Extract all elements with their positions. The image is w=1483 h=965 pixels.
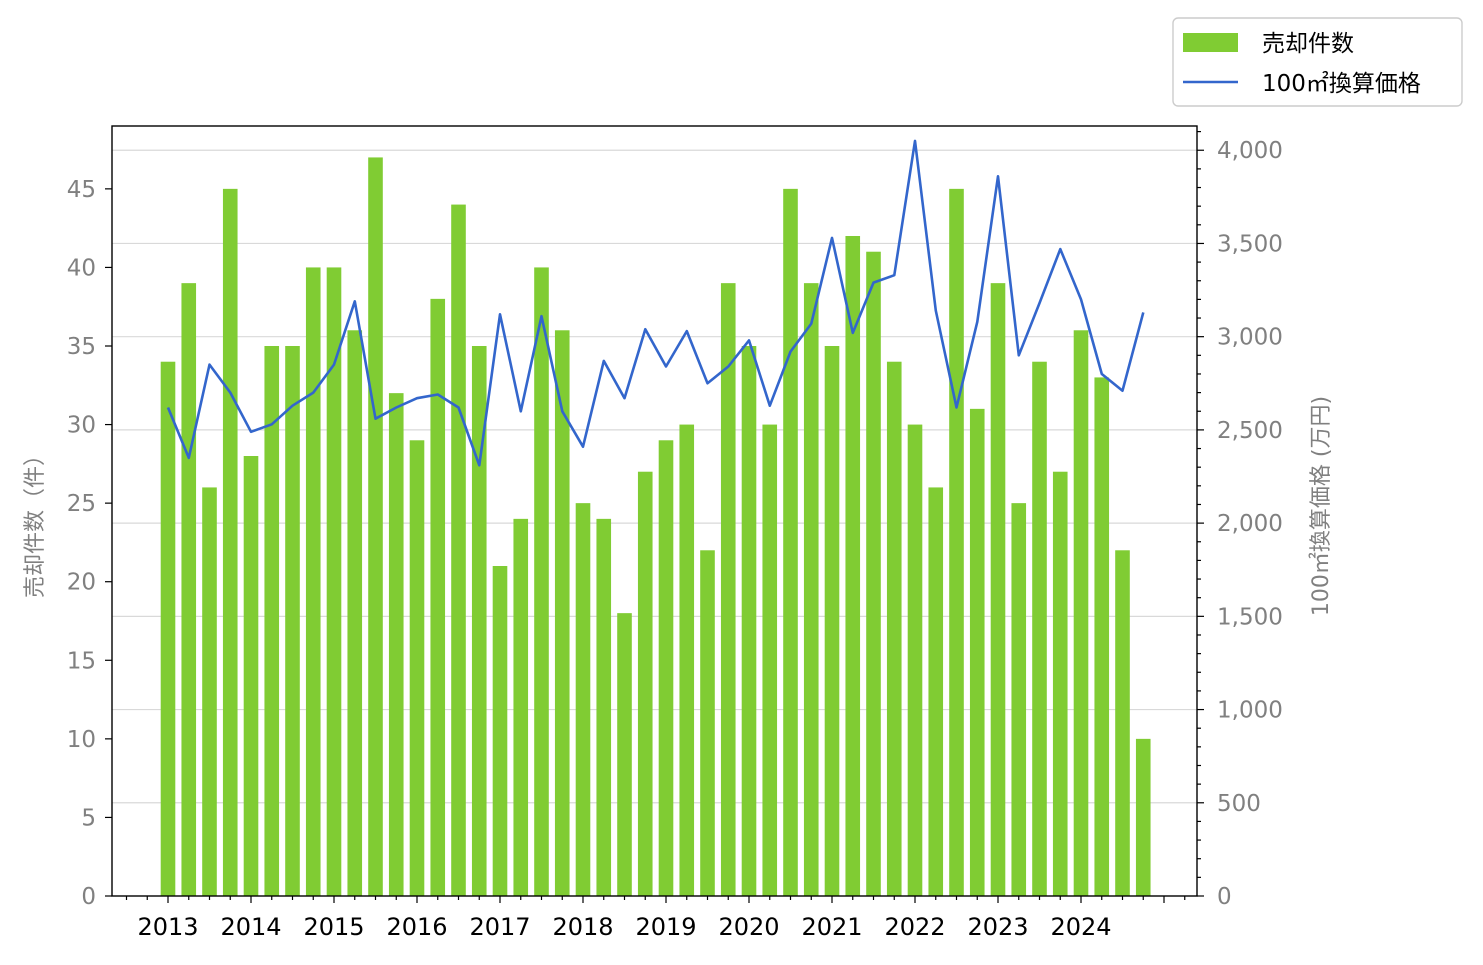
plot-frame [111, 125, 1198, 897]
left-axis-label: 売却件数（件） [23, 444, 48, 598]
bar-2018Q3 [617, 613, 632, 896]
bar-2022Q2 [928, 487, 944, 896]
x-tick-label: 2018 [552, 913, 613, 941]
legend: 売却件数 100㎡換算価格 [1172, 17, 1463, 107]
bar-2020Q4 [803, 283, 819, 897]
left-tick-label: 30 [67, 413, 96, 439]
left-tick-label: 25 [67, 491, 96, 517]
bar-2014Q3 [285, 346, 300, 896]
x-tick-label: 2017 [469, 913, 530, 941]
left-tick-label: 35 [67, 334, 96, 360]
x-tick-label: 2014 [220, 913, 281, 941]
right-tick-label: 2,000 [1217, 511, 1283, 537]
x-tick-label: 2015 [303, 913, 364, 941]
x-axis: 2013 2014 2015 2016 2017 2018 2019 2020 2021 2022… [125, 896, 1186, 941]
x-tick-label: 2019 [635, 913, 696, 941]
x-tick-label: 2016 [386, 913, 447, 941]
bar-2017Q1 [492, 566, 508, 896]
bar-2018Q2 [596, 518, 612, 896]
x-tick-label: 2013 [137, 913, 198, 941]
left-tick-label: 10 [67, 727, 96, 753]
bar-2015Q4 [388, 393, 404, 896]
right-tick-label: 500 [1217, 791, 1261, 817]
bar-2021Q4 [886, 361, 902, 896]
bar-2014Q1 [243, 456, 259, 896]
right-tick-label: 1,500 [1217, 604, 1283, 630]
bar-2015Q3 [368, 157, 383, 896]
right-y-axis: 0 500 1,000 1,500 2,000 2,500 3,000 3,500 4,000 1… [1197, 130, 1334, 910]
bar-2024Q2 [1094, 377, 1110, 896]
bar-2019Q1 [658, 440, 674, 896]
bar-2014Q4 [305, 267, 321, 896]
plot-border [111, 125, 1198, 897]
bar-2019Q3 [700, 550, 715, 896]
bar-2016Q2 [430, 298, 446, 896]
bar-2016Q1 [409, 440, 425, 896]
bar-2015Q2 [347, 330, 363, 896]
bar-2013Q3 [202, 487, 217, 896]
left-tick-label: 5 [81, 805, 96, 831]
bar-2017Q2 [513, 518, 529, 896]
left-tick-label: 20 [67, 570, 96, 596]
bar-2021Q3 [866, 251, 881, 896]
left-tick-label: 45 [67, 177, 96, 203]
bar-2023Q1 [990, 283, 1006, 897]
bar-2016Q3 [451, 204, 466, 897]
x-tick-label: 2024 [1050, 913, 1111, 941]
bar-2015Q1 [326, 267, 342, 896]
legend-label-price: 100㎡換算価格 [1262, 71, 1421, 97]
line-series-price [166, 139, 1145, 467]
right-axis-label: 100㎡換算価格 (万円) [1308, 396, 1334, 616]
left-tick-label: 40 [67, 255, 96, 281]
bar-2022Q4 [969, 408, 985, 896]
bar-2014Q2 [264, 346, 280, 896]
bar-2020Q3 [783, 188, 798, 896]
left-y-axis: 0 5 10 15 20 25 30 35 40 45 売却件数（件） [23, 177, 112, 910]
bar-2024Q3 [1115, 550, 1130, 896]
bar-2023Q4 [1052, 471, 1068, 896]
left-tick-label: 0 [81, 884, 96, 910]
bar-2023Q2 [1011, 503, 1027, 896]
x-tick-label: 2020 [718, 913, 779, 941]
bar-2013Q1 [160, 361, 176, 896]
bar-2021Q1 [824, 346, 840, 896]
legend-label-sales-count: 売却件数 [1262, 31, 1354, 57]
bar-2018Q4 [637, 471, 653, 896]
bar-2013Q4 [222, 188, 238, 896]
right-tick-label: 3,500 [1217, 231, 1283, 257]
bar-series-sales-count [160, 157, 1151, 897]
bar-2016Q4 [471, 346, 487, 896]
right-tick-label: 0 [1217, 884, 1232, 910]
right-tick-label: 1,000 [1217, 698, 1283, 724]
x-tick-label: 2023 [967, 913, 1028, 941]
bar-2013Q2 [181, 283, 197, 897]
legend-box [1172, 17, 1463, 107]
right-tick-label: 3,000 [1217, 325, 1283, 351]
bar-2018Q1 [575, 503, 591, 896]
bar-2017Q3 [534, 267, 549, 896]
bar-2024Q4 [1135, 738, 1151, 896]
x-tick-label: 2022 [884, 913, 945, 941]
right-tick-label: 4,000 [1217, 138, 1283, 164]
x-tick-label: 2021 [801, 913, 862, 941]
bar-2020Q2 [762, 424, 778, 896]
bar-2017Q4 [554, 330, 570, 896]
bar-2023Q3 [1032, 361, 1047, 896]
bar-2021Q2 [845, 236, 861, 896]
bar-2019Q4 [720, 283, 736, 897]
right-tick-label: 2,500 [1217, 418, 1283, 444]
bar-2024Q1 [1073, 330, 1089, 896]
bar-2022Q3 [949, 188, 964, 896]
bar-2022Q1 [907, 424, 923, 896]
bar-2020Q1 [741, 346, 757, 896]
legend-swatch-bar [1183, 33, 1238, 52]
bar-2019Q2 [679, 424, 695, 896]
left-tick-label: 15 [67, 648, 96, 674]
price-line [166, 139, 1145, 467]
